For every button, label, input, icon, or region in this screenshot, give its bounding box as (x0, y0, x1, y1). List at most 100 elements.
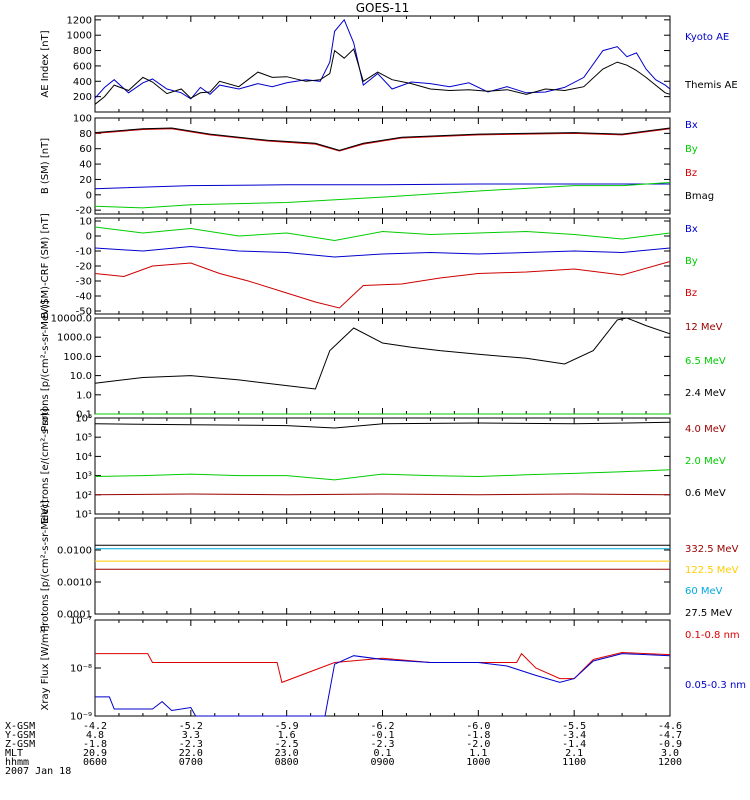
footer-value: -4.7 (658, 730, 682, 741)
y-tick-label: 0 (86, 232, 92, 243)
y-tick-label: 600 (73, 61, 92, 72)
footer-value: -3.4 (562, 730, 586, 741)
series-line (94, 317, 671, 390)
series-line (94, 469, 671, 481)
y-tick-label: 0.0010 (57, 578, 92, 589)
y-tick-label: -30 (76, 277, 92, 288)
y-axis-label: Xray Flux [W/m²] (40, 625, 51, 710)
y-tick-label: 0.0001 (57, 610, 92, 621)
y-tick-label: 10⁻⁸ (70, 664, 92, 675)
series-line (94, 226, 671, 242)
footer-value: 0.1 (373, 748, 391, 759)
legend-label: 0.05-0.3 nm (685, 680, 746, 691)
footer-value: 0700 (179, 757, 203, 768)
legend-label: 2.4 MeV (685, 388, 726, 399)
legend-label: 0.1-0.8 nm (685, 630, 740, 641)
footer-value: 1.6 (278, 730, 296, 741)
footer-row-label: Y-GSM (5, 730, 35, 741)
footer-value: -2.3 (179, 739, 203, 750)
y-tick-label: 10² (75, 490, 92, 501)
footer-value: 0600 (83, 757, 107, 768)
series-line (94, 127, 671, 151)
legend-label: By (685, 256, 698, 267)
series-line (94, 421, 671, 429)
y-tick-label: 10³ (75, 471, 92, 482)
y-axis-label: AE Index [nT] (40, 30, 51, 97)
panel-frame (94, 417, 671, 515)
legend-label: Bz (685, 168, 697, 179)
y-tick-label: 10.0 (70, 371, 92, 382)
footer-date: 2007 Jan 18 (5, 766, 71, 777)
footer-value: -5.5 (562, 721, 586, 732)
y-tick-label: 10 (79, 217, 92, 228)
footer-row-label: hhmm (5, 757, 29, 768)
panel-frame (94, 15, 671, 113)
panel-frame (94, 619, 671, 717)
footer-value: 1200 (658, 757, 682, 768)
y-tick-label: 10⁶ (75, 414, 92, 425)
footer-value: -1.4 (562, 739, 586, 750)
footer-value: 1.1 (469, 748, 487, 759)
y-axis-label: B (SM) [nT] (40, 138, 51, 194)
y-tick-label: 400 (73, 77, 92, 88)
legend-label: 4.0 MeV (685, 424, 726, 435)
y-tick-label: 200 (73, 92, 92, 103)
y-axis-label: B (SM)-CRF (SM) [nT] (40, 213, 51, 319)
footer-value: 4.8 (86, 730, 104, 741)
footer-value: -5.2 (179, 721, 203, 732)
footer-value: -0.1 (370, 730, 394, 741)
legend-label: Kyoto AE (685, 32, 729, 43)
legend-label: Bx (685, 120, 698, 131)
footer-value: -4.6 (658, 721, 682, 732)
footer-value: -2.3 (370, 739, 394, 750)
legend-label: 2.0 MeV (685, 456, 726, 467)
panel-2: -20 0 20 40 60 80 100 B (SM) [nT] Bx By Bz Bmag (40, 114, 714, 217)
panel-3: -50 -40 -30 -20 -10 0 10 B (SM)-CRF (SM) [nT] Bx… (40, 213, 698, 319)
footer-value: -0.9 (658, 739, 682, 750)
panel-frame (94, 217, 671, 315)
y-axis-label: Electrons [e/(cm²-s-sr)] (40, 408, 51, 524)
y-tick-label: 800 (73, 46, 92, 57)
series-line (95, 651, 671, 684)
y-tick-label: 100 (73, 114, 92, 125)
y-tick-label: 60 (79, 144, 92, 155)
legend-label: 27.5 MeV (685, 608, 732, 619)
series-line (94, 261, 671, 309)
footer-row-label: Z-GSM (5, 739, 35, 750)
y-tick-label: 10000.0 (51, 314, 92, 325)
footer-value: -6.0 (466, 721, 490, 732)
y-tick-label: 20 (79, 175, 92, 186)
panel-1: 200 400 600 800 1000 1200 AE Index [nT] Kyoto A… (40, 15, 738, 113)
legend-label: 60 MeV (685, 586, 723, 597)
y-tick-label: 10⁵ (75, 433, 92, 444)
footer-value: -2.0 (466, 739, 490, 750)
y-tick-label: 1200 (67, 15, 92, 26)
y-tick-label: -20 (76, 262, 92, 273)
y-tick-label: 40 (79, 160, 92, 171)
legend-label: Bmag (685, 191, 714, 202)
footer-value: 22.0 (179, 748, 203, 759)
series-line (94, 183, 670, 190)
footer-value: 20.9 (83, 748, 107, 759)
panel-frame (94, 517, 671, 615)
chart-title: GOES-11 (356, 1, 410, 15)
series-line (94, 182, 671, 209)
series-line (94, 18, 671, 100)
footer-value: 0900 (370, 757, 394, 768)
series-line (94, 245, 671, 258)
legend-label: Bz (685, 288, 697, 299)
panel-6: 0.0001 0.0010 0.0100 Protons [p/(cm²-s-sr-M… (40, 500, 739, 632)
y-tick-label: -10 (76, 247, 92, 258)
footer-value: 2.1 (565, 748, 583, 759)
footer-row-label: MLT (5, 748, 23, 759)
footer-value: 0800 (275, 757, 299, 768)
footer-value: 23.0 (275, 748, 299, 759)
y-tick-label: 100.0 (63, 352, 92, 363)
y-tick-label: 0.0100 (57, 546, 92, 557)
legend-label: 122.5 MeV (685, 565, 739, 576)
y-axis-label: Protons [p/(cm²-s-sr-MeV)] (40, 300, 51, 432)
footer-value: 1100 (562, 757, 586, 768)
legend-label: 6.5 MeV (685, 356, 726, 367)
panel-5: 10¹ 10² 10³ 10⁴ 10⁵ 10⁶ Electrons [e/(cm²-s-sr… (40, 408, 726, 524)
